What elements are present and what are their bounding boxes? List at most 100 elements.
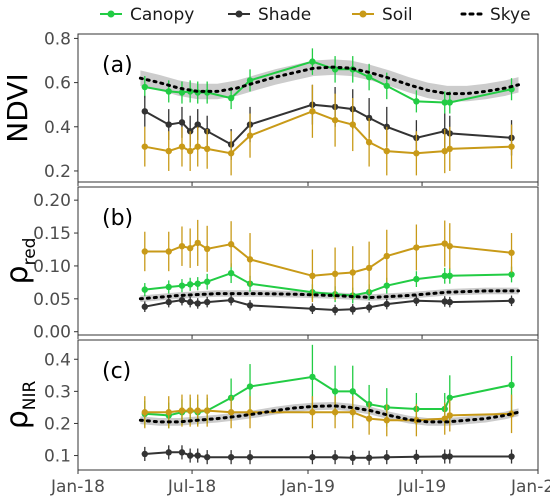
data-point: [227, 241, 235, 248]
data-point: [383, 417, 390, 424]
panel-label: (b): [102, 206, 133, 231]
data-point: [178, 243, 186, 250]
data-point: [194, 280, 201, 287]
data-point: [203, 407, 211, 414]
data-point: [365, 139, 373, 146]
panel-background: [78, 187, 538, 335]
data-point: [349, 121, 356, 128]
legend-item-skye: Skye: [460, 5, 531, 25]
legend-label-canopy: Canopy: [130, 5, 194, 25]
data-point: [349, 306, 356, 313]
y-axis-label-subscript: red: [20, 238, 40, 266]
data-point: [178, 296, 186, 304]
legend-item-soil: Soil: [352, 5, 413, 25]
x-axis: Jan-18 Jul-18 Jan-19 Jul-19 Jan-20: [50, 477, 550, 497]
data-point: [203, 453, 211, 461]
data-point: [446, 145, 453, 153]
data-point: [165, 121, 172, 128]
data-point: [178, 143, 186, 150]
data-point: [178, 89, 186, 96]
data-point: [227, 409, 235, 416]
data-point: [383, 282, 390, 289]
data-point: [349, 409, 356, 416]
data-point: [365, 264, 373, 272]
data-point: [165, 88, 172, 95]
panel-border: [77, 33, 539, 183]
data-point: [446, 453, 453, 460]
data-point: [383, 453, 390, 461]
data-point: [441, 147, 448, 155]
skye-line: [138, 289, 520, 301]
data-point: [508, 297, 515, 304]
y-tick-label: 0.4: [44, 350, 71, 370]
legend: Canopy Shade Soil Skye: [100, 5, 531, 25]
data-point: [141, 286, 148, 293]
data-point: [246, 256, 254, 263]
data-point: [441, 240, 448, 247]
legend-item-canopy: Canopy: [100, 5, 194, 25]
panel-border: [77, 186, 539, 336]
data-point: [331, 116, 339, 124]
data-point: [186, 147, 194, 155]
x-tick-label: Jul-19: [397, 477, 446, 497]
data-point: [141, 450, 148, 458]
data-point: [309, 409, 316, 416]
legend-label-soil: Soil: [382, 5, 413, 25]
legend-key-point: [107, 10, 115, 18]
data-point: [508, 249, 515, 256]
data-point: [246, 77, 254, 84]
data-point: [227, 150, 235, 157]
legend-key-point: [235, 10, 243, 18]
series-soil: [141, 394, 515, 437]
data-point: [349, 269, 356, 276]
data-point: [413, 453, 420, 461]
data-point: [165, 147, 172, 155]
data-point: [508, 381, 515, 389]
data-point: [413, 244, 420, 251]
data-point: [141, 83, 148, 91]
x-tick-label: Jul-18: [167, 477, 216, 497]
data-point: [141, 143, 148, 150]
panel-background: [78, 34, 538, 182]
data-point: [383, 147, 390, 155]
data-point: [165, 298, 172, 306]
panel-c: 0.1 0.2 0.3 0.4 (c) ρNIR: [0, 339, 539, 474]
data-point: [203, 245, 211, 253]
y-axis-label-main: ρ: [0, 410, 35, 429]
data-point: [246, 302, 254, 309]
data-point: [186, 244, 194, 252]
legend-label-shade: Shade: [258, 5, 311, 25]
data-point: [194, 300, 201, 307]
y-tick-label: 0.3: [44, 382, 71, 402]
data-point: [446, 298, 453, 306]
y-tick-label: 0.6: [44, 74, 71, 94]
data-point: [365, 304, 373, 311]
data-point: [246, 453, 254, 461]
data-point: [178, 119, 186, 126]
data-point: [178, 449, 186, 456]
y-tick-label: 0.20: [33, 191, 71, 211]
data-point: [227, 269, 235, 277]
data-point: [508, 143, 515, 150]
data-point: [446, 394, 453, 401]
data-point: [246, 132, 254, 139]
data-point: [349, 454, 356, 462]
data-point: [383, 82, 390, 90]
y-tick-label: 0.15: [33, 224, 71, 244]
panel-label: (c): [102, 359, 131, 384]
y-axis-label: ρred: [0, 238, 40, 285]
y-tick-label: 0.4: [44, 118, 71, 138]
data-point: [413, 275, 420, 283]
panel-b: 0.00 0.05 0.10 0.15 0.20 (b) ρred: [0, 186, 539, 343]
y-axis-label-main: ρ: [0, 265, 35, 284]
x-tick-label: Jan-18: [50, 477, 105, 497]
series-soil: [141, 84, 515, 176]
y-tick-label: 0.05: [33, 290, 71, 310]
data-point: [309, 373, 316, 381]
y-axis-label: NDVI: [1, 73, 34, 142]
data-point: [365, 415, 373, 422]
data-point: [365, 73, 373, 81]
data-point: [508, 453, 515, 460]
y-tick-label: 0.10: [33, 257, 71, 277]
